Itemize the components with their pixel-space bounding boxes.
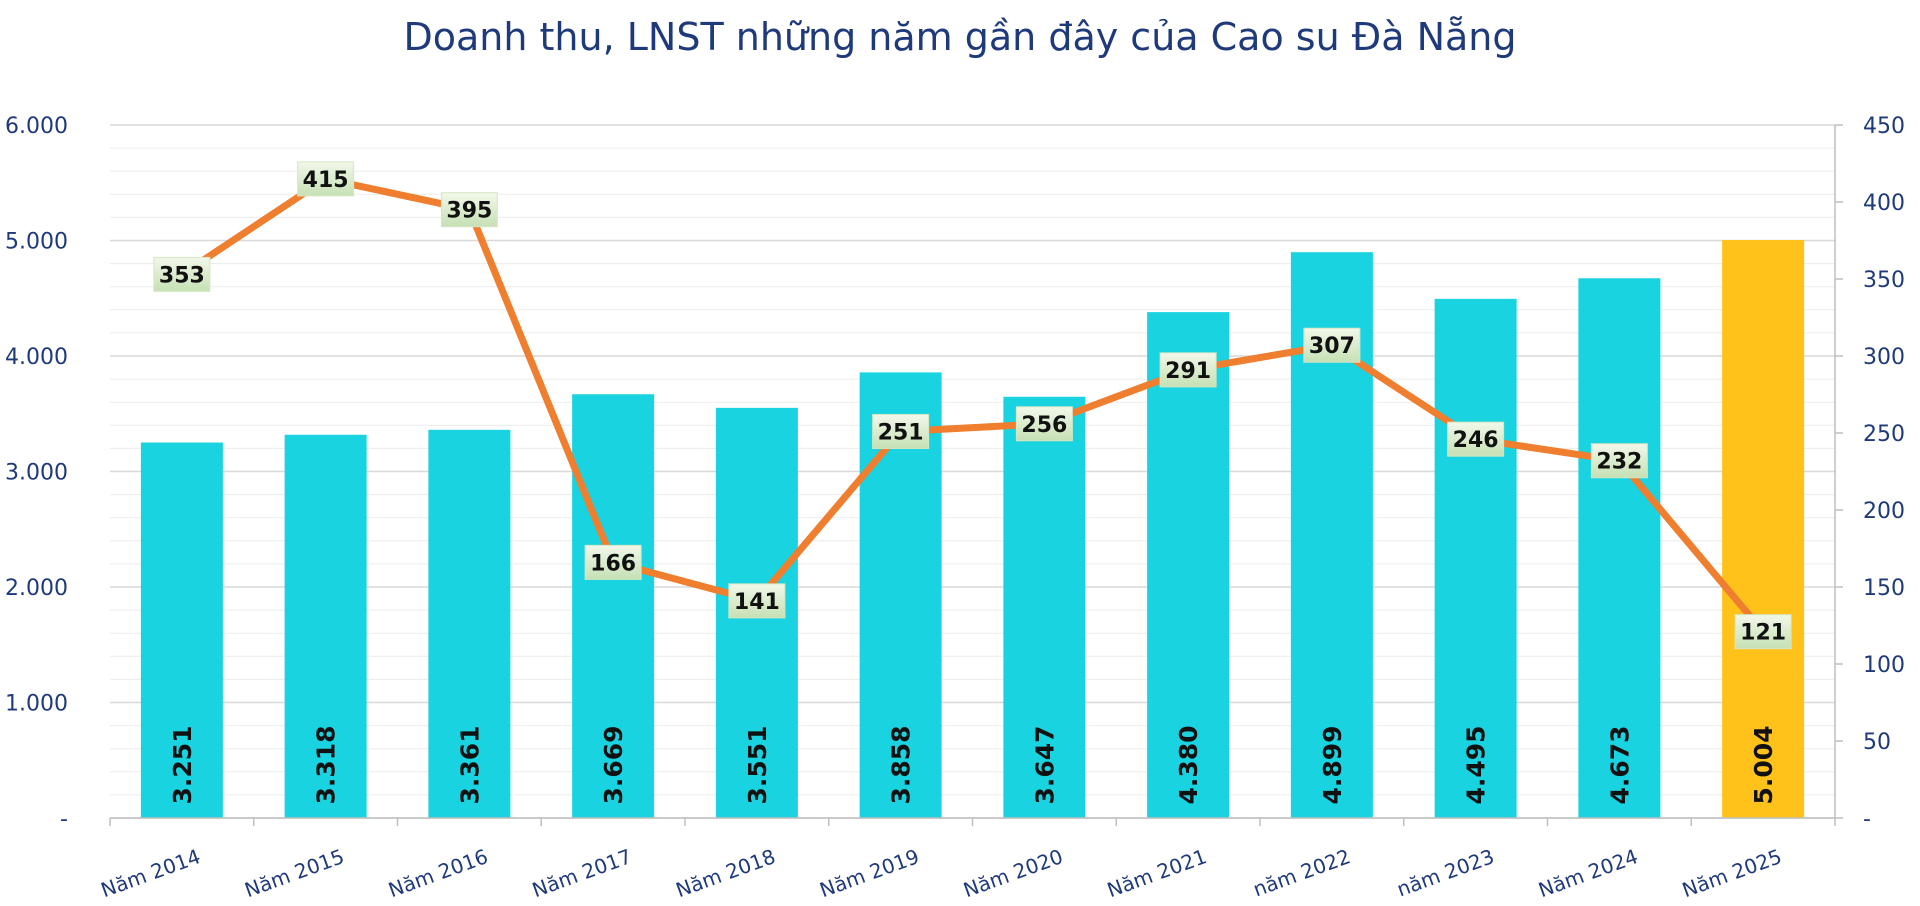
profit-label-box [872,413,930,449]
grid-lines [110,124,1835,819]
x-category-label: Năm 2021 [1104,844,1210,902]
revenue-bar-label: 4.899 [1318,725,1347,804]
left-tick-label: 4.000 [5,345,68,370]
x-category-label: Năm 2020 [960,844,1066,902]
profit-value-label: 307 [1309,334,1355,359]
revenue-bar-label: 3.318 [312,725,341,804]
x-category-label: Năm 2015 [241,844,347,902]
profit-label-box [153,256,211,292]
profit-value-label: 121 [1740,621,1786,646]
right-tick-label: 300 [1863,345,1905,370]
right-tick-label: 150 [1863,576,1905,601]
x-category-label: Năm 2018 [673,844,779,902]
left-tick-label: - [60,807,68,832]
revenue-bar [572,394,655,818]
revenue-bars: 3.251 3.318 3.361 3.669 3.551 3.858 3.647 4.380… [140,240,1805,819]
profit-value-label: 232 [1596,450,1642,475]
chart-title: Doanh thu, LNST những năm gần đây của Ca… [403,15,1516,59]
revenue-bar-label: 4.380 [1174,725,1203,804]
left-y-axis: - 1.000 2.000 3.000 4.000 5.000 6.000 [5,114,68,832]
profit-value-label: 395 [446,199,492,224]
revenue-bar-label: 3.647 [1030,725,1059,804]
profit-value-label: 246 [1453,428,1499,453]
x-category-label: Năm 2024 [1535,844,1641,902]
revenue-bar-label: 4.673 [1605,725,1634,804]
profit-label-box [584,544,642,580]
right-tick-label: 450 [1863,114,1905,139]
left-tick-label: 3.000 [5,461,68,486]
right-tick-label: 400 [1863,191,1905,216]
revenue-bar [428,429,511,818]
x-category-label: Năm 2019 [816,844,922,902]
x-category-label: năm 2023 [1394,844,1498,901]
profit-value-label: 353 [159,263,205,288]
profit-label-box [1015,406,1073,442]
profit-label-box [728,583,786,619]
right-tick-label: - [1863,807,1871,832]
x-category-label: Năm 2025 [1679,844,1785,902]
profit-value-label: 415 [303,168,349,193]
revenue-bar [1578,278,1661,818]
revenue-bar-label: 3.251 [168,725,197,804]
x-axis: Năm 2014 Năm 2015 Năm 2016 Năm 2017 Năm 2018… [98,817,1836,902]
revenue-bar-label: 3.669 [599,725,628,804]
revenue-bar [1003,396,1086,818]
x-category-label: Năm 2014 [98,844,204,902]
profit-value-label: 251 [878,420,924,445]
revenue-bar-label: 5.004 [1749,725,1778,804]
left-tick-label: 6.000 [5,114,68,139]
profit-label-box [1734,614,1792,650]
profit-value-label: 256 [1021,413,1067,438]
profit-value-label: 291 [1165,359,1211,384]
revenue-bar [1147,312,1230,818]
profit-value-label: 141 [734,590,780,615]
profit-value-label: 166 [590,551,636,576]
revenue-bar [140,442,223,818]
right-y-axis: - 50 100 150 200 250 300 350 400 450 [1834,114,1905,832]
left-tick-label: 5.000 [5,230,68,255]
x-category-label: Năm 2017 [529,844,635,902]
profit-line: 353 415 395 166 141 251 256 291 307 246 232 121 [153,161,1792,650]
left-tick-label: 1.000 [5,692,68,717]
left-tick-label: 2.000 [5,576,68,601]
right-tick-label: 100 [1863,653,1905,678]
revenue-bar-label: 3.858 [887,725,916,804]
x-category-label: năm 2022 [1250,844,1354,901]
x-category-label: Năm 2016 [385,844,491,902]
revenue-bar-label: 3.551 [743,725,772,804]
profit-label-box [1159,352,1217,388]
revenue-bar [284,434,367,818]
profit-label-box [1590,443,1648,479]
profit-label-box [1447,421,1505,457]
profit-label-box [440,192,498,228]
revenue-bar-label: 3.361 [455,725,484,804]
revenue-bar-label: 4.495 [1462,725,1491,804]
right-tick-label: 250 [1863,422,1905,447]
revenue-bar [1434,298,1517,818]
profit-label-box [297,161,355,197]
revenue-bar [1722,240,1805,819]
right-tick-label: 200 [1863,499,1905,524]
right-tick-label: 350 [1863,268,1905,293]
right-tick-label: 50 [1863,730,1891,755]
profit-label-box [1303,327,1361,363]
